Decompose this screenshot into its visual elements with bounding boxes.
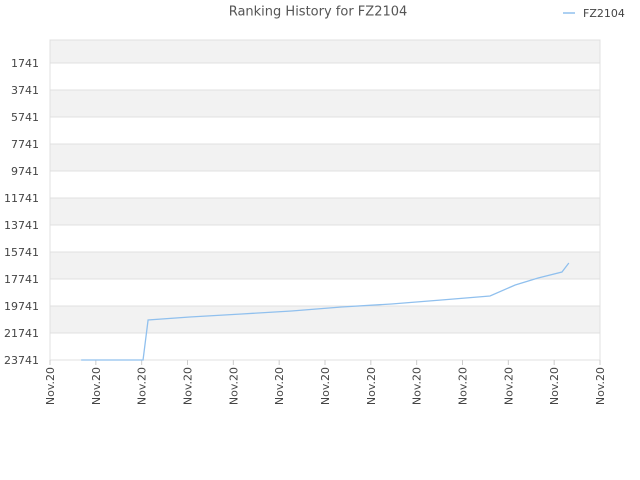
x-tick-label: Nov.20 xyxy=(136,367,149,405)
y-tick-label: 15741 xyxy=(4,246,39,259)
band xyxy=(50,40,600,64)
y-tick-label: 5741 xyxy=(11,111,39,124)
y-tick-label: 23741 xyxy=(4,354,39,367)
x-tick-label: Nov.20 xyxy=(227,367,240,405)
data-line xyxy=(81,262,570,361)
y-tick-label: 11741 xyxy=(4,192,39,205)
band xyxy=(50,198,600,226)
y-tick-label: 19741 xyxy=(4,300,39,313)
y-tick-label: 9741 xyxy=(11,165,39,178)
band xyxy=(50,306,600,334)
legend-label: FZ2104 xyxy=(583,7,625,20)
x-tick-label: Nov.20 xyxy=(457,367,470,405)
x-tick-label: Nov.20 xyxy=(365,367,378,405)
y-tick-label: 3741 xyxy=(11,84,39,97)
chart-title: Ranking History for FZ2104 xyxy=(229,5,408,20)
x-tick-label: Nov.20 xyxy=(502,367,515,405)
y-tick-label: 7741 xyxy=(11,138,39,151)
x-tick-label: Nov.20 xyxy=(44,367,57,405)
y-tick-label: 1741 xyxy=(11,57,39,70)
x-tick-label: Nov.20 xyxy=(182,367,195,405)
y-tick-label: 21741 xyxy=(4,327,39,340)
x-tick-label: Nov.20 xyxy=(319,367,332,405)
x-tick-label: Nov.20 xyxy=(90,367,103,405)
y-tick-label: 13741 xyxy=(4,219,39,232)
x-tick-label: Nov.20 xyxy=(548,367,561,405)
band xyxy=(50,144,600,172)
band xyxy=(50,90,600,118)
band xyxy=(50,252,600,280)
x-tick-label: Nov.20 xyxy=(594,367,607,405)
x-tick-label: Nov.20 xyxy=(411,367,424,405)
x-tick-label: Nov.20 xyxy=(273,367,286,405)
y-tick-label: 17741 xyxy=(4,273,39,286)
